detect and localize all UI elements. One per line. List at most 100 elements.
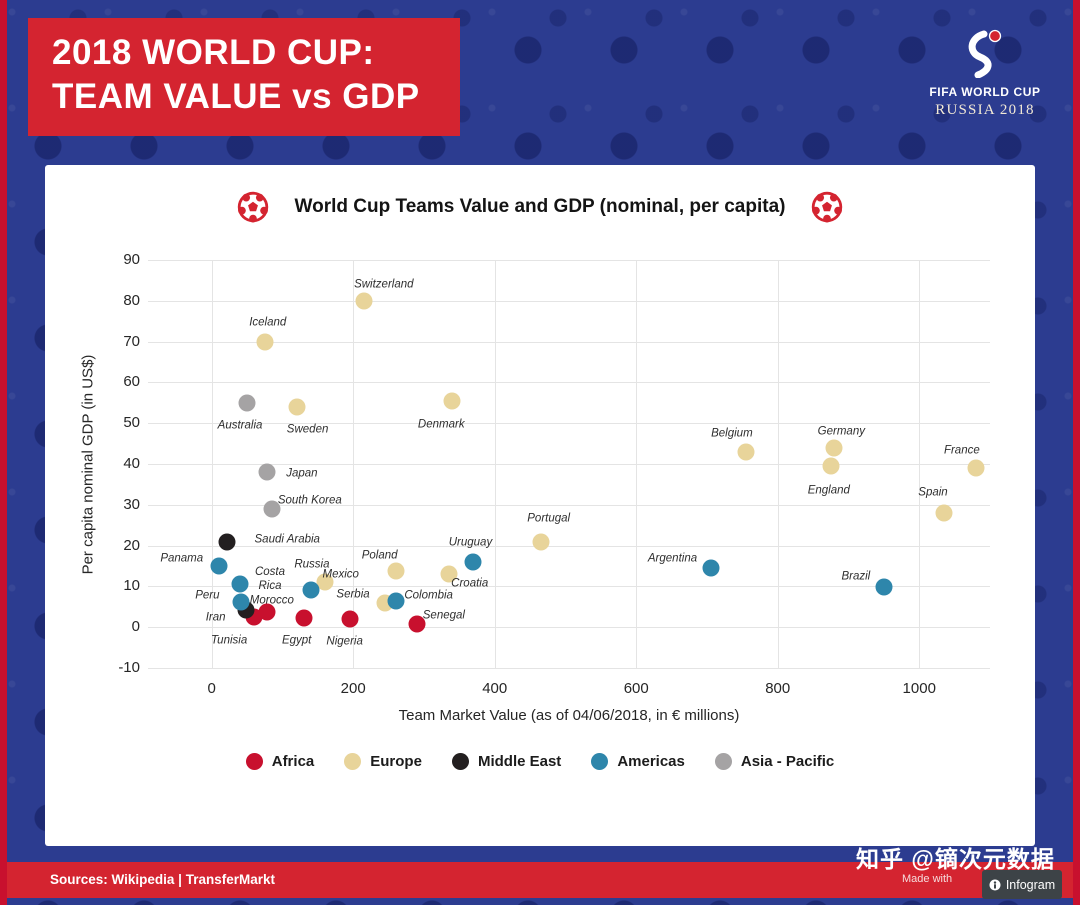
point-label-saudi-arabia: Saudi Arabia [254, 532, 320, 545]
x-axis-tick-label: 400 [482, 680, 508, 697]
y-axis-tick-label: 70 [123, 332, 140, 350]
point-brazil[interactable] [875, 578, 893, 596]
gridline-vertical [211, 260, 213, 668]
legend-swatch-africa [245, 753, 263, 770]
legend-item-africa[interactable]: Africa [245, 753, 315, 770]
point-morocco[interactable] [258, 603, 276, 621]
infogram-icon [989, 879, 1001, 890]
point-label-peru: Peru [195, 589, 220, 602]
point-belgium[interactable] [737, 443, 755, 461]
point-label-denmark: Denmark [417, 418, 465, 431]
point-label-argentina: Argentina [647, 552, 698, 565]
point-label-spain: Spain [918, 486, 948, 499]
legend-swatch-europe [344, 753, 362, 770]
legend-label: Asia - Pacific [740, 753, 835, 770]
point-colombia[interactable] [387, 592, 405, 610]
legend-label: Africa [271, 753, 315, 770]
gridline-horizontal [148, 464, 990, 465]
y-axis-tick-label: 90 [123, 251, 140, 268]
point-mexico[interactable] [302, 581, 320, 599]
point-iceland[interactable] [256, 333, 274, 351]
soccer-ball-icon [237, 191, 268, 223]
point-label-croatia: Croatia [451, 577, 489, 590]
point-poland[interactable] [387, 562, 405, 580]
point-nigeria[interactable] [341, 610, 359, 628]
legend-swatch-americas [591, 753, 609, 770]
point-label-tunisia: Tunisia [211, 634, 248, 647]
point-france[interactable] [967, 459, 985, 477]
x-axis-tick-label: 600 [623, 680, 649, 697]
legend-label: Americas [617, 753, 685, 770]
point-label-japan: Japan [286, 467, 318, 480]
point-label-uruguay: Uruguay [448, 536, 493, 549]
y-axis-tick-label: 40 [123, 455, 140, 472]
point-switzerland[interactable] [355, 292, 373, 310]
point-russia[interactable] [316, 573, 334, 591]
point-uruguay[interactable] [464, 553, 482, 571]
point-peru[interactable] [232, 593, 250, 611]
legend-label: Middle East [477, 753, 562, 770]
point-label-portugal: Portugal [527, 511, 571, 524]
point-spain[interactable] [935, 504, 953, 522]
point-label-england: England [807, 484, 850, 497]
chart-card: World Cup Teams Value and GDP (nominal, … [45, 165, 1035, 846]
point-sweden[interactable] [288, 398, 306, 416]
gridline-vertical [919, 260, 921, 668]
fifa-logo-text: FIFA WORLD CUP [929, 85, 1041, 99]
point-japan[interactable] [258, 463, 276, 481]
point-panama[interactable] [210, 557, 228, 575]
point-label-serbia: Serbia [336, 588, 370, 601]
x-axis-tick-label: 200 [340, 680, 366, 697]
y-axis-tick-label: -10 [118, 659, 140, 676]
title-banner: 2018 WORLD CUP: TEAM VALUE vs GDP [28, 18, 460, 136]
point-label-morocco: Morocco [249, 594, 294, 607]
gridline-vertical [636, 260, 638, 668]
infogram-badge[interactable]: Infogram [982, 870, 1062, 899]
left-edge-stripe [0, 0, 7, 905]
point-south-korea[interactable] [263, 500, 281, 518]
point-croatia[interactable] [440, 565, 458, 583]
x-axis-tick-label: 1000 [902, 680, 936, 697]
point-label-nigeria: Nigeria [326, 635, 363, 648]
gridline-horizontal [148, 586, 990, 588]
point-portugal[interactable] [532, 533, 550, 551]
point-australia[interactable] [238, 394, 256, 412]
point-germany[interactable] [825, 439, 843, 457]
legend: Africa Europe Middle East Americas Asia - Pa… [45, 753, 1035, 770]
point-saudi-arabia[interactable] [218, 533, 236, 551]
point-argentina[interactable] [702, 559, 719, 577]
legend-item-middle-east[interactable]: Middle East [451, 753, 562, 770]
point-label-costa-rica: Costa Rica [254, 566, 285, 592]
page-title-line2: TEAM VALUE vs GDP [52, 77, 420, 117]
gridline-horizontal [148, 300, 990, 302]
legend-item-asia-pacific[interactable]: Asia - Pacific [714, 753, 835, 770]
point-denmark[interactable] [443, 392, 461, 410]
point-egypt[interactable] [295, 609, 313, 627]
gridline-vertical [353, 260, 355, 668]
chart-title-row: World Cup Teams Value and GDP (nominal, … [45, 191, 1035, 223]
sources-text: Sources: Wikipedia | TransferMarkt [50, 872, 275, 887]
point-label-colombia: Colombia [404, 589, 453, 602]
point-senegal[interactable] [408, 615, 426, 633]
legend-label: Europe [370, 753, 422, 770]
legend-swatch-middle-east [451, 753, 469, 770]
y-axis-tick-label: 30 [123, 495, 140, 513]
y-axis-tick-label: 20 [123, 536, 140, 554]
point-england[interactable] [822, 457, 840, 475]
watermark: 知乎 @镝次元数据 [856, 846, 1055, 872]
legend-item-europe[interactable]: Europe [344, 753, 422, 770]
made-with-text: Made with [902, 873, 953, 885]
footer-bar: Sources: Wikipedia | TransferMarkt [0, 862, 1080, 898]
point-label-panama: Panama [160, 552, 204, 565]
y-axis-tick-label: 10 [123, 577, 140, 595]
point-label-poland: Poland [361, 549, 398, 562]
point-label-sweden: Sweden [286, 423, 329, 436]
x-axis-tick-label: 0 [207, 680, 216, 697]
y-axis-tick-label: 60 [123, 373, 140, 391]
page-title-line1: 2018 WORLD CUP: [52, 33, 375, 72]
point-costa-rica[interactable] [231, 575, 249, 593]
legend-item-americas[interactable]: Americas [591, 753, 685, 770]
fifa-emblem-icon [968, 29, 1002, 79]
gridline-horizontal [148, 382, 990, 384]
